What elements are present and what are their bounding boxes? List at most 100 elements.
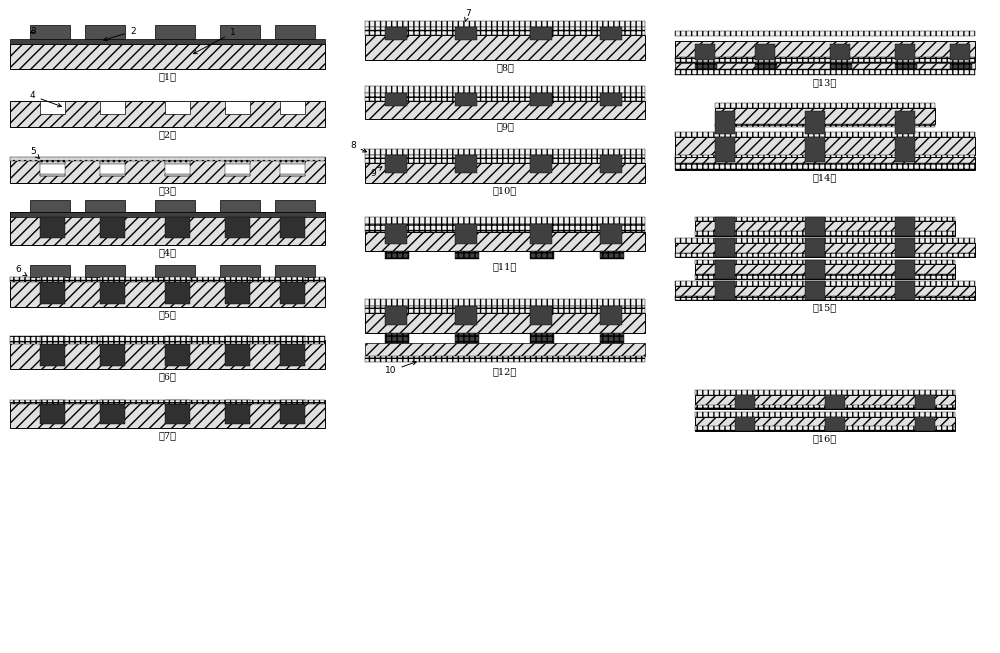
Bar bbox=[165, 277, 190, 282]
Bar bbox=[10, 157, 325, 161]
Bar bbox=[100, 400, 125, 404]
Bar bbox=[10, 212, 325, 245]
Bar bbox=[40, 404, 65, 424]
Bar bbox=[455, 155, 477, 173]
Bar bbox=[85, 200, 125, 212]
Bar bbox=[10, 44, 325, 69]
Bar bbox=[100, 282, 125, 304]
Bar bbox=[675, 158, 975, 163]
Bar bbox=[100, 404, 125, 424]
Bar bbox=[715, 124, 935, 127]
Bar bbox=[220, 265, 260, 277]
Bar bbox=[695, 395, 955, 409]
Bar bbox=[40, 400, 65, 404]
Bar bbox=[530, 251, 554, 259]
Bar bbox=[365, 343, 645, 356]
Bar bbox=[675, 163, 975, 170]
Bar bbox=[805, 217, 825, 236]
Bar bbox=[10, 277, 325, 282]
Bar bbox=[275, 265, 315, 277]
Bar bbox=[715, 260, 735, 279]
Bar bbox=[280, 101, 305, 114]
Bar bbox=[895, 44, 915, 60]
Bar bbox=[715, 103, 935, 108]
Bar bbox=[10, 340, 325, 369]
Bar bbox=[225, 174, 250, 176]
Bar bbox=[675, 281, 975, 286]
Bar bbox=[100, 344, 125, 366]
Bar bbox=[40, 161, 65, 176]
Bar bbox=[715, 281, 735, 300]
Text: （2）: （2） bbox=[158, 131, 176, 140]
Text: 3: 3 bbox=[30, 27, 36, 36]
Bar bbox=[675, 31, 975, 36]
Bar bbox=[675, 41, 975, 62]
Bar bbox=[385, 155, 407, 173]
Bar bbox=[455, 333, 479, 343]
Bar bbox=[675, 155, 975, 160]
Bar bbox=[280, 336, 305, 344]
Bar bbox=[280, 217, 305, 238]
Bar bbox=[530, 27, 552, 40]
Bar bbox=[675, 238, 975, 243]
Bar bbox=[600, 251, 624, 259]
Bar bbox=[85, 25, 125, 39]
Bar bbox=[600, 93, 622, 106]
Bar bbox=[365, 21, 645, 27]
Bar bbox=[895, 137, 915, 162]
Bar bbox=[40, 282, 65, 304]
Bar bbox=[280, 404, 305, 424]
Bar bbox=[365, 217, 645, 224]
Text: 8: 8 bbox=[350, 141, 366, 152]
Bar bbox=[280, 400, 305, 404]
Text: （5）: （5） bbox=[159, 310, 176, 319]
Bar bbox=[895, 281, 915, 300]
Bar bbox=[365, 299, 645, 306]
Bar bbox=[165, 174, 190, 176]
Bar bbox=[715, 108, 935, 124]
Bar bbox=[100, 174, 125, 176]
Bar bbox=[675, 132, 975, 137]
Bar bbox=[100, 161, 125, 164]
Bar bbox=[695, 264, 955, 279]
Text: （11）: （11） bbox=[493, 263, 517, 272]
Bar bbox=[695, 221, 955, 236]
Text: 10: 10 bbox=[385, 361, 416, 375]
Text: （10）: （10） bbox=[493, 186, 517, 195]
Bar bbox=[950, 62, 972, 69]
Bar bbox=[40, 161, 65, 164]
Bar bbox=[695, 390, 955, 395]
Bar bbox=[40, 101, 65, 114]
Bar bbox=[825, 417, 845, 431]
Bar bbox=[280, 174, 305, 176]
Bar bbox=[675, 286, 975, 300]
Bar bbox=[385, 251, 409, 259]
Bar bbox=[385, 93, 407, 106]
Bar bbox=[165, 400, 190, 404]
Bar bbox=[825, 395, 845, 409]
Text: 2: 2 bbox=[104, 27, 136, 40]
Bar bbox=[280, 161, 305, 176]
Bar bbox=[365, 93, 645, 101]
Text: （9）: （9） bbox=[496, 122, 514, 131]
Bar bbox=[675, 243, 975, 257]
Bar bbox=[100, 161, 125, 176]
Bar bbox=[895, 62, 917, 69]
Text: （3）: （3） bbox=[158, 186, 176, 195]
Bar bbox=[830, 44, 850, 60]
Bar bbox=[225, 400, 250, 404]
Bar bbox=[600, 155, 622, 173]
Bar bbox=[365, 27, 645, 35]
Bar bbox=[280, 277, 305, 282]
Bar bbox=[530, 333, 554, 343]
Bar bbox=[675, 57, 975, 62]
Bar bbox=[455, 27, 477, 40]
Bar bbox=[695, 44, 715, 60]
Bar bbox=[755, 62, 777, 69]
Bar bbox=[895, 111, 915, 134]
Text: 6: 6 bbox=[15, 265, 27, 276]
Bar bbox=[385, 27, 407, 40]
Bar bbox=[600, 333, 624, 343]
Text: （7）: （7） bbox=[158, 431, 176, 440]
Bar bbox=[365, 149, 645, 155]
